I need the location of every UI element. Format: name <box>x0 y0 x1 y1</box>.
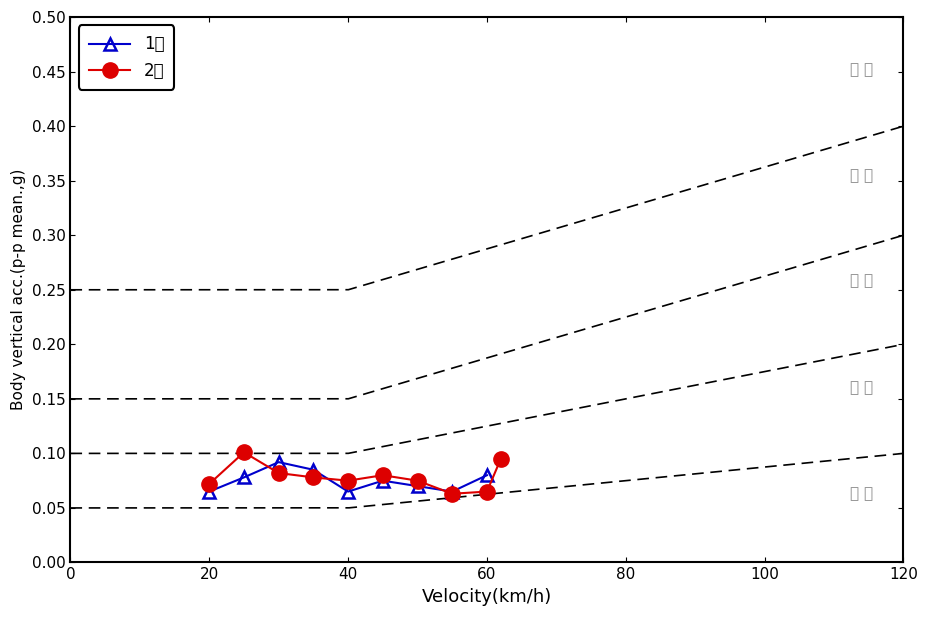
2차 <box>411 477 422 484</box>
Text: 주 의: 주 의 <box>849 168 872 183</box>
2차 <box>446 490 458 497</box>
1차 <box>411 482 422 490</box>
Text: 양 호: 양 호 <box>849 381 872 395</box>
2차 <box>238 449 250 456</box>
2차 <box>377 471 388 479</box>
2차 <box>495 455 506 463</box>
1차 <box>273 458 284 466</box>
2차 <box>273 470 284 477</box>
Line: 2차: 2차 <box>201 445 508 502</box>
1차 <box>377 477 388 484</box>
Y-axis label: Body vertical acc.(p-p mean.,g): Body vertical acc.(p-p mean.,g) <box>11 169 26 410</box>
2차 <box>203 480 214 487</box>
1차 <box>481 471 492 479</box>
Text: 보 통: 보 통 <box>849 273 872 289</box>
Legend: 1차, 2차: 1차, 2차 <box>79 25 174 90</box>
1차 <box>446 488 458 495</box>
1차 <box>342 488 354 495</box>
Text: 우 수: 우 수 <box>849 486 872 501</box>
Line: 1차: 1차 <box>203 456 493 498</box>
2차 <box>481 488 492 495</box>
1차 <box>238 474 250 481</box>
Text: 불 량: 불 량 <box>849 62 872 77</box>
2차 <box>307 474 318 481</box>
1차 <box>307 466 318 473</box>
2차 <box>342 477 354 484</box>
X-axis label: Velocity(km/h): Velocity(km/h) <box>421 588 551 606</box>
1차 <box>203 488 214 495</box>
